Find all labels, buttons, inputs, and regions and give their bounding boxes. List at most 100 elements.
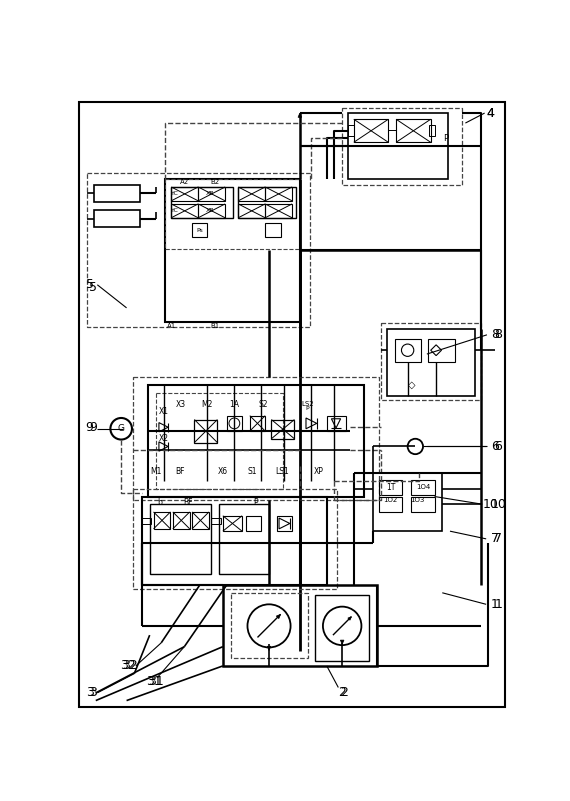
Text: 8: 8: [491, 328, 499, 341]
Bar: [238, 187, 265, 201]
Text: LS1: LS1: [275, 467, 289, 477]
Text: 4: 4: [487, 107, 495, 119]
Text: 2: 2: [340, 686, 348, 699]
Polygon shape: [298, 113, 302, 117]
Text: 1A: 1A: [229, 400, 239, 409]
Bar: [271, 420, 295, 439]
Polygon shape: [348, 617, 352, 620]
Bar: [379, 480, 402, 495]
Text: XP: XP: [314, 467, 324, 477]
Text: 10: 10: [483, 497, 499, 511]
Text: 5: 5: [86, 278, 93, 292]
Bar: [171, 187, 198, 201]
Bar: [394, 339, 421, 362]
Text: X3: X3: [176, 400, 186, 409]
Bar: [194, 420, 217, 443]
Bar: [265, 223, 280, 237]
Bar: [230, 593, 308, 658]
Text: 5: 5: [89, 280, 97, 294]
Text: BF: BF: [176, 467, 185, 477]
Text: 9: 9: [89, 421, 97, 433]
Text: M1: M1: [150, 467, 161, 477]
Bar: [219, 504, 269, 574]
Bar: [148, 384, 364, 497]
Bar: [223, 516, 242, 531]
Bar: [142, 518, 151, 524]
Bar: [412, 497, 434, 512]
Text: M2: M2: [202, 400, 213, 409]
Text: 10: 10: [491, 497, 506, 511]
Text: XB: XB: [206, 208, 214, 213]
Bar: [150, 504, 211, 574]
Bar: [227, 416, 242, 431]
Text: 1T: 1T: [386, 483, 396, 492]
Text: 1O4: 1O4: [416, 485, 430, 490]
Text: 8: 8: [495, 328, 503, 341]
Bar: [171, 187, 233, 218]
Text: B2: B2: [210, 179, 219, 185]
Bar: [165, 179, 300, 248]
Text: 32: 32: [120, 659, 136, 672]
Bar: [238, 187, 296, 218]
Bar: [265, 187, 292, 201]
Bar: [198, 204, 225, 218]
Text: 7: 7: [491, 533, 499, 545]
Text: 31: 31: [146, 674, 161, 688]
Polygon shape: [276, 614, 280, 618]
Bar: [429, 126, 435, 136]
Bar: [192, 223, 207, 237]
Bar: [381, 324, 481, 400]
Text: 6: 6: [491, 440, 499, 453]
Text: A2: A2: [180, 179, 189, 185]
Text: B1: B1: [210, 323, 220, 328]
Text: 3: 3: [86, 686, 93, 699]
Text: X2: X2: [158, 434, 169, 443]
Bar: [133, 377, 379, 501]
Bar: [133, 489, 337, 589]
Bar: [276, 516, 292, 531]
Text: 32: 32: [123, 659, 139, 672]
Text: 9: 9: [86, 421, 93, 433]
Bar: [173, 512, 190, 529]
Bar: [238, 204, 265, 218]
Bar: [250, 416, 265, 431]
Polygon shape: [340, 640, 344, 644]
Text: 1O2: 1O2: [384, 497, 398, 503]
Text: X6: X6: [218, 467, 228, 477]
Bar: [342, 107, 462, 185]
Text: 1O3: 1O3: [410, 497, 425, 503]
Text: 4: 4: [487, 107, 495, 119]
Text: 1: 1: [495, 598, 502, 611]
Bar: [315, 595, 369, 661]
Bar: [198, 187, 225, 201]
Bar: [429, 339, 455, 362]
Bar: [412, 480, 434, 495]
Text: BF: BF: [184, 498, 193, 507]
Text: ◇: ◇: [408, 380, 415, 390]
Text: 3: 3: [89, 686, 97, 699]
Bar: [165, 179, 300, 322]
Bar: [87, 173, 310, 327]
Bar: [373, 473, 442, 531]
Text: 2: 2: [338, 686, 346, 699]
Text: G: G: [117, 425, 125, 433]
Bar: [94, 185, 140, 202]
Bar: [153, 512, 170, 529]
Bar: [94, 210, 140, 227]
Polygon shape: [267, 646, 271, 650]
Text: b: b: [157, 498, 162, 507]
Bar: [387, 328, 475, 396]
Bar: [171, 204, 198, 218]
Text: XB: XB: [206, 191, 214, 196]
Text: P: P: [306, 406, 310, 411]
Text: 7: 7: [495, 533, 503, 545]
Bar: [348, 126, 355, 136]
Bar: [348, 113, 449, 179]
Bar: [396, 119, 431, 143]
Text: P: P: [443, 134, 449, 143]
Bar: [354, 119, 388, 143]
Bar: [223, 585, 377, 666]
Bar: [211, 518, 221, 524]
Text: P: P: [254, 498, 258, 507]
Text: LS2: LS2: [301, 401, 314, 407]
